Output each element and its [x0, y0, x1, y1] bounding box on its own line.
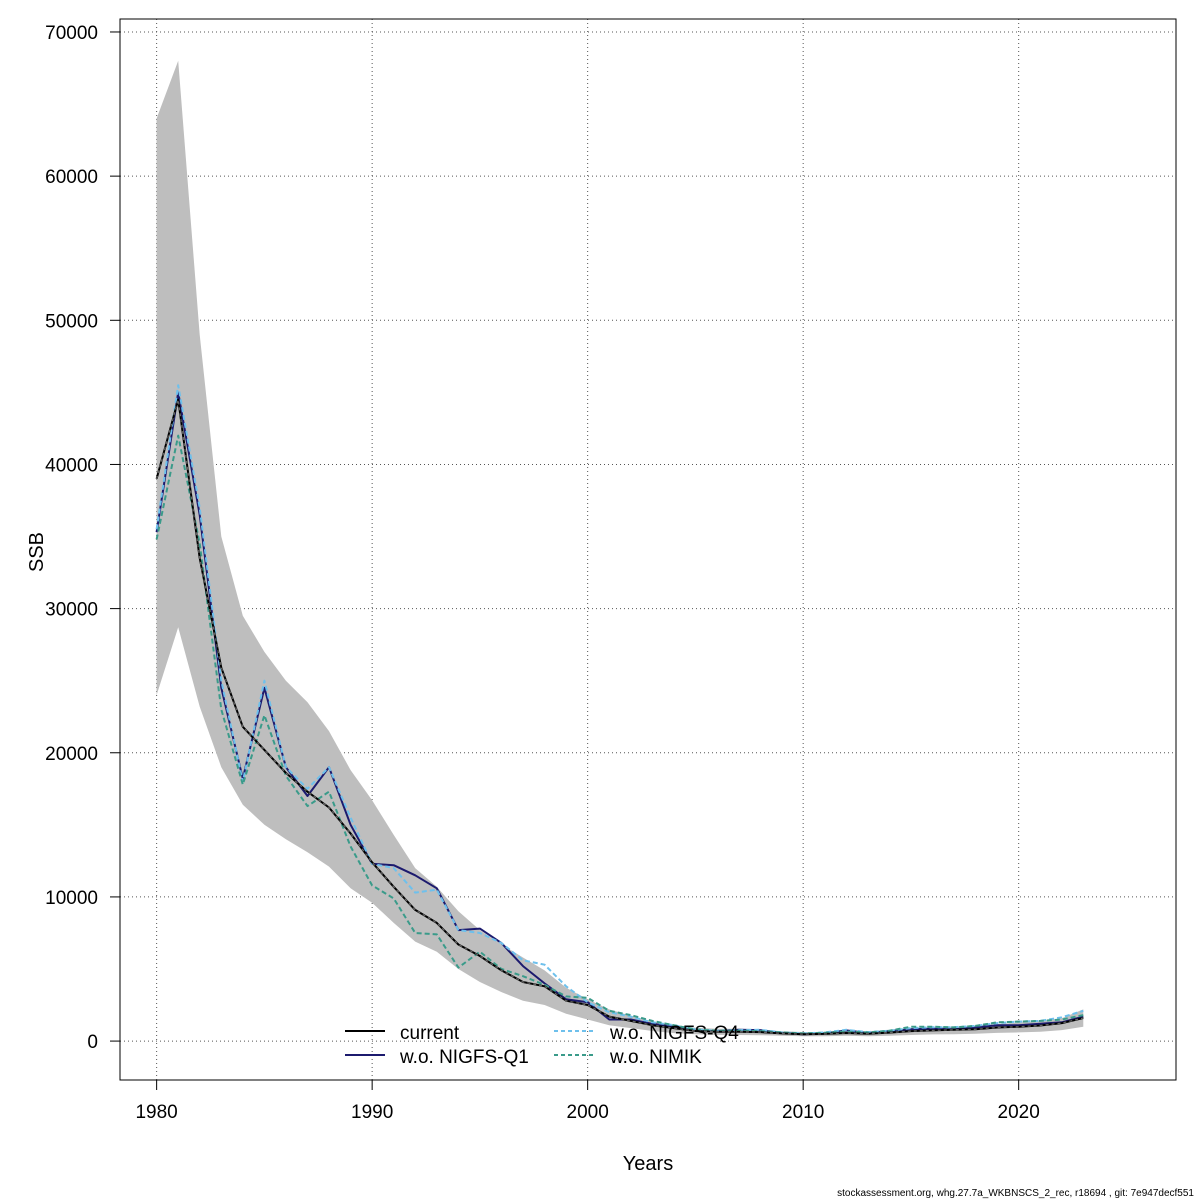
- grid: [120, 19, 1176, 1080]
- y-tick-label-50000: 50000: [45, 311, 98, 332]
- y-tick-label-70000: 70000: [45, 23, 98, 44]
- series-line-w-o-nimik: [155, 434, 1084, 1035]
- footer-note: stockassessment.org, whg.27.7a_WKBNSCS_2…: [837, 1188, 1194, 1199]
- confidence-band: [156, 60, 1084, 1037]
- y-tick-label-0: 0: [87, 1032, 98, 1053]
- x-tick-label-2020: 2020: [998, 1102, 1040, 1123]
- y-tick-label-60000: 60000: [45, 167, 98, 188]
- x-tick-label-2010: 2010: [782, 1102, 824, 1123]
- axes: 1980 1990 2000 2010 2020 0 10000 20000 30000 4000…: [45, 23, 1040, 1123]
- legend-label-wo-nimik: w.o. NIMIK: [609, 1047, 702, 1068]
- y-tick-label-40000: 40000: [45, 455, 98, 476]
- legend-label-current: current: [400, 1023, 460, 1044]
- series-line-w-o-nigfs-q4: [155, 384, 1084, 1035]
- confidence-band-layer: [156, 60, 1084, 1037]
- x-axis-title: Years: [623, 1153, 673, 1175]
- y-axis-title: SSB: [26, 532, 48, 572]
- y-tick-label-10000: 10000: [45, 888, 98, 909]
- x-tick-label-1990: 1990: [351, 1102, 393, 1123]
- plot-frame: [119, 18, 1177, 1081]
- series-layer: [155, 384, 1084, 1036]
- y-tick-label-20000: 20000: [45, 744, 98, 765]
- y-tick-label-30000: 30000: [45, 600, 98, 621]
- legend-label-wo-nigfs-q1: w.o. NIGFS-Q1: [399, 1047, 529, 1068]
- series-line-current-dash-overlay: [156, 399, 1084, 1035]
- x-tick-label-1980: 1980: [135, 1102, 177, 1123]
- legend-label-wo-nigfs-q4: w.o. NIGFS-Q4: [609, 1023, 739, 1044]
- x-tick-label-2000: 2000: [567, 1102, 609, 1123]
- legend: current w.o. NIGFS-Q1 w.o. NIGFS-Q4 w.o.…: [345, 1023, 739, 1068]
